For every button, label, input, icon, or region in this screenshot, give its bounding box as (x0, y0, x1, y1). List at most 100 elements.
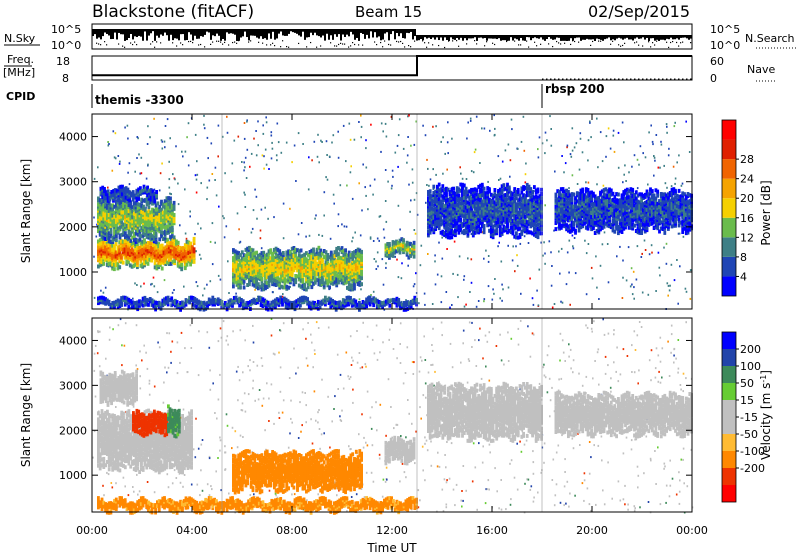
nsky-bar (578, 35, 580, 38)
noise-cell (602, 184, 605, 187)
noise-cell (375, 260, 377, 263)
noise-cell (413, 198, 416, 201)
noise-cell (298, 307, 301, 310)
noise-cell (382, 283, 385, 286)
nsearch-point (552, 45, 554, 48)
nsearch-point (600, 40, 602, 42)
feature-cell (274, 254, 278, 259)
noise-cell (575, 142, 578, 145)
feature-cell (104, 214, 107, 219)
nsky-bar (180, 29, 182, 35)
noise-cell (578, 168, 581, 171)
feature-cell (178, 258, 182, 263)
noise-cell (413, 229, 416, 231)
nsky-bar (444, 35, 446, 38)
feature-cell (189, 262, 192, 267)
noise-cell (650, 124, 652, 127)
nsky-bar (264, 29, 266, 39)
noise-cell (459, 166, 461, 169)
noise-cell (680, 184, 683, 187)
noise-cell (560, 300, 562, 303)
feature-cell (333, 250, 337, 255)
feature-cell (163, 211, 167, 216)
feature-cell (149, 232, 153, 237)
nsky-bar (384, 29, 386, 34)
feature-cell (280, 284, 283, 289)
feature-cell (136, 238, 140, 243)
nsky-bar (686, 35, 688, 39)
noise-cell (313, 140, 316, 143)
noise-cell (644, 249, 647, 251)
nsky-bar (550, 35, 552, 39)
noise-cell (427, 167, 429, 170)
nsky-bar (316, 29, 318, 36)
feature-cell (118, 240, 122, 245)
noise-cell (314, 217, 316, 220)
feature-cell (176, 240, 180, 245)
feature-cell (134, 254, 137, 259)
feature-cell (141, 243, 145, 248)
feature-cell (120, 243, 123, 248)
feature-cell (106, 220, 109, 225)
feature-cell (166, 246, 169, 251)
nsky-bar (470, 35, 472, 39)
noise-cell (246, 119, 248, 122)
nsky-bar (556, 35, 558, 38)
nsky-bar (506, 35, 508, 41)
noise-cell (318, 161, 320, 164)
noise-cell (138, 153, 140, 156)
feature-cell (110, 190, 114, 194)
noise-cell (385, 266, 387, 269)
feature-cell (110, 193, 114, 198)
feature-cell (134, 227, 138, 232)
noise-cell (194, 174, 197, 177)
feature-cell (192, 239, 196, 243)
feature-cell (136, 202, 140, 207)
noise-cell (585, 181, 587, 184)
noise-cell (560, 247, 563, 250)
noise-cell (280, 151, 283, 154)
feature-cell (244, 247, 248, 252)
nsky-bar (208, 29, 210, 33)
feature-cell (109, 246, 113, 251)
feature-cell (134, 213, 138, 218)
feature-cell (180, 263, 184, 267)
feature-cell (157, 242, 161, 247)
feature-cell (127, 260, 130, 265)
feature-cell (150, 252, 153, 257)
noise-cell (159, 172, 162, 175)
feature-cell (301, 280, 305, 284)
noise-cell (387, 180, 389, 183)
noise-cell (516, 254, 518, 257)
feature-cell (171, 249, 175, 254)
noise-cell (590, 266, 593, 269)
feature-cell (140, 218, 144, 222)
noise-cell (308, 156, 310, 159)
nsearch-point (380, 41, 382, 44)
feature-cell (163, 205, 167, 210)
feature-cell (111, 219, 115, 224)
nsearch-point (520, 44, 522, 46)
feature-cell (140, 234, 144, 239)
feature-cell (104, 190, 108, 195)
feature-cell (116, 266, 120, 271)
freq-tick-low: 8 (62, 72, 69, 85)
noise-cell (558, 250, 560, 253)
feature-cell (144, 249, 148, 254)
noise-cell (407, 264, 409, 267)
feature-cell (337, 258, 340, 263)
feature-cell (122, 230, 125, 235)
noise-cell (440, 140, 442, 143)
noise-cell (551, 306, 554, 309)
nsky-bar (558, 35, 560, 38)
feature-cell (310, 254, 314, 259)
feature-cell (165, 212, 169, 217)
feature-cell (100, 239, 104, 244)
noise-cell (456, 273, 459, 276)
nsearch-point (666, 41, 668, 43)
noise-cell (140, 172, 143, 175)
feature-cell (150, 246, 153, 250)
nsky-bar (116, 29, 118, 40)
feature-cell (104, 249, 107, 254)
nsky-bar (606, 35, 608, 39)
